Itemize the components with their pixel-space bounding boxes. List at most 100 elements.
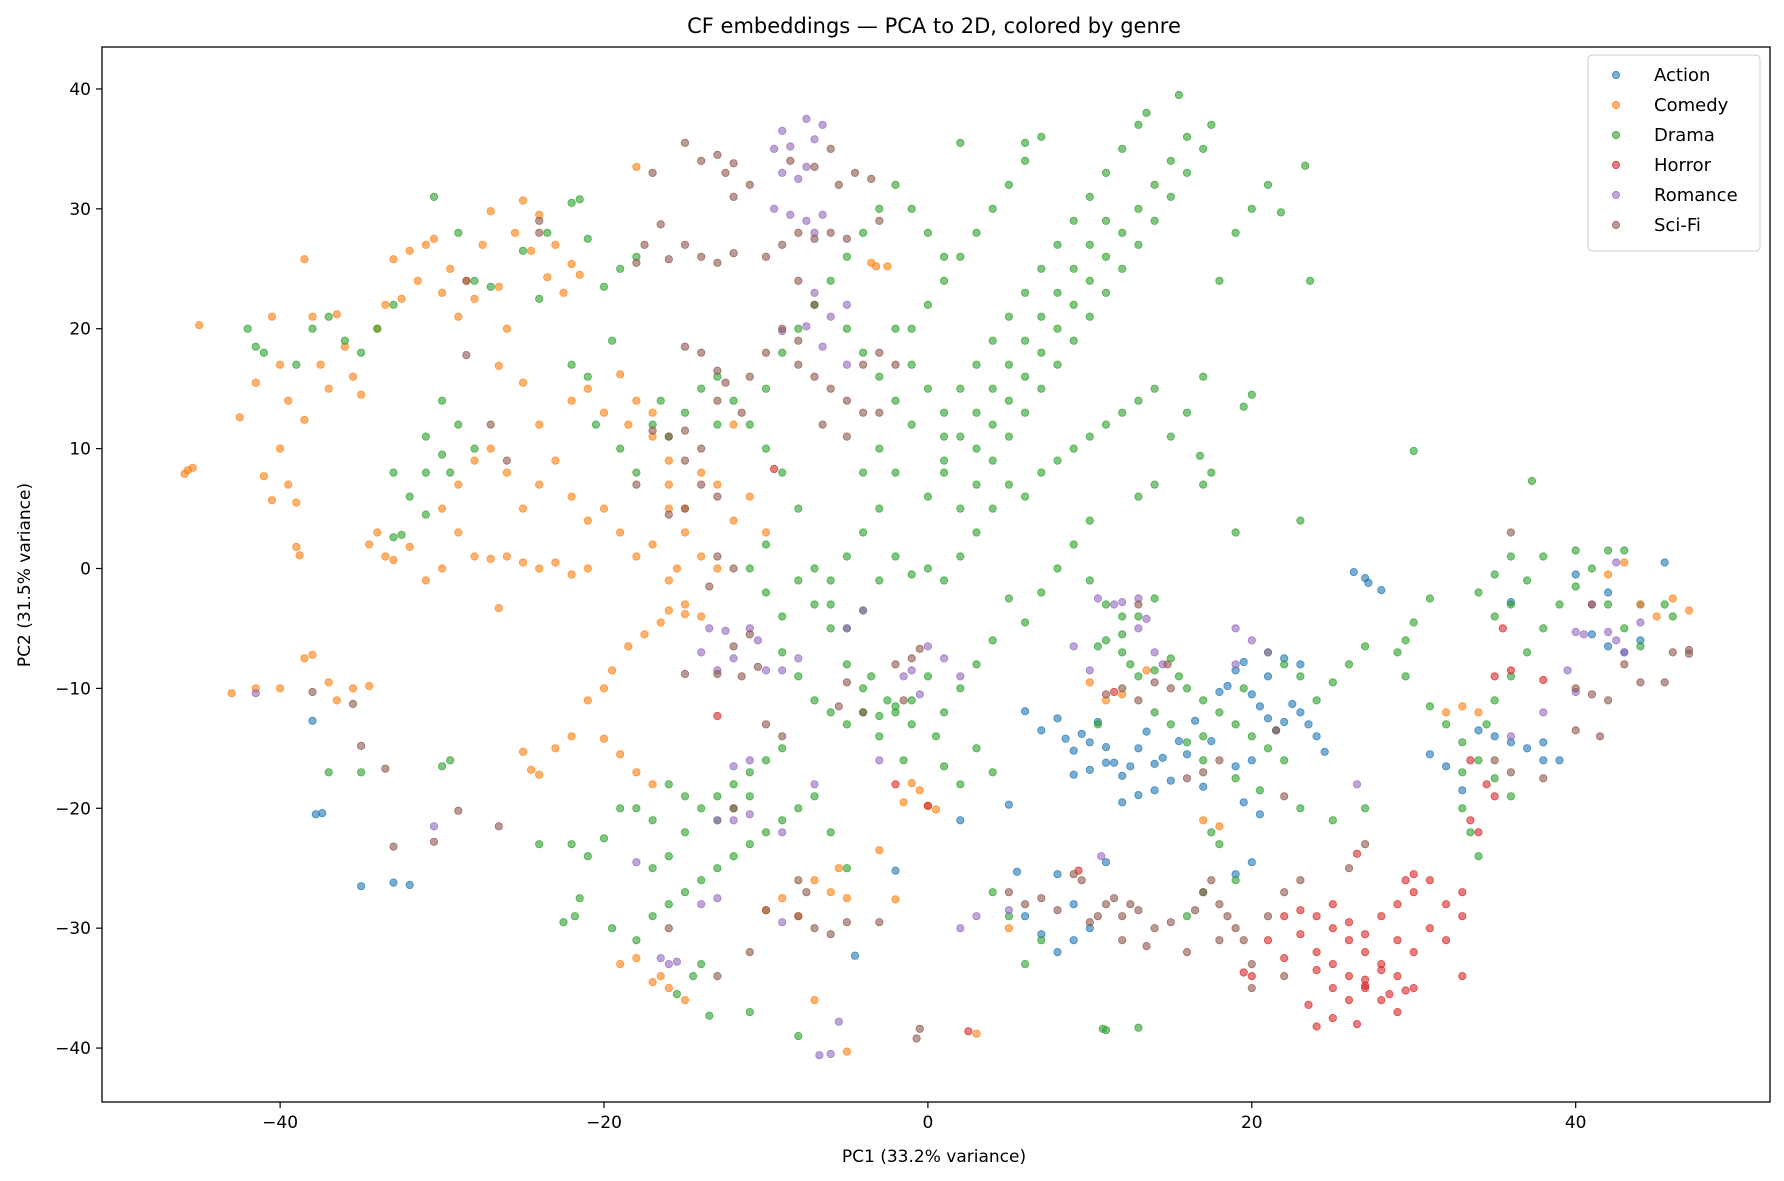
point-sci-fi (1077, 876, 1086, 885)
point-romance (1352, 780, 1362, 789)
point-sci-fi (1272, 726, 1281, 735)
point-drama (956, 780, 965, 789)
point-comedy (1652, 612, 1661, 621)
point-sci-fi (858, 360, 868, 369)
point-sci-fi (502, 456, 511, 465)
point-sci-fi (713, 552, 722, 561)
point-sci-fi (1280, 888, 1289, 897)
point-drama (1004, 480, 1014, 489)
point-comedy (778, 894, 787, 903)
point-drama (1174, 90, 1184, 100)
point-romance (1247, 636, 1256, 645)
point-drama (778, 648, 787, 657)
point-drama (907, 360, 916, 369)
point-drama (1020, 618, 1030, 627)
point-drama (988, 768, 997, 777)
point-horror (1296, 906, 1305, 915)
point-drama (713, 420, 722, 429)
point-action (1191, 716, 1200, 725)
point-romance (1612, 558, 1621, 567)
point-romance (1571, 627, 1580, 637)
point-romance (802, 216, 811, 225)
legend: Action Comedy Drama Horror Romance Sci-Fi (1587, 54, 1761, 252)
point-sci-fi (794, 336, 803, 345)
point-sci-fi (745, 630, 754, 639)
point-comedy (316, 360, 325, 369)
legend-label-romance: Romance (1654, 185, 1738, 206)
point-comedy (454, 528, 463, 537)
point-romance (656, 953, 665, 963)
point-sci-fi (875, 918, 884, 927)
point-drama (1101, 420, 1111, 429)
point-sci-fi (761, 906, 771, 915)
point-comedy (583, 696, 592, 705)
point-comedy (543, 273, 552, 282)
point-action (1364, 578, 1373, 588)
point-drama (826, 600, 835, 609)
point-drama (1312, 696, 1321, 705)
point-horror (1498, 624, 1507, 633)
point-drama (616, 444, 625, 453)
point-drama (1174, 672, 1184, 681)
point-sci-fi (1660, 678, 1669, 687)
point-drama (956, 384, 965, 393)
point-horror (1312, 912, 1321, 921)
point-comedy (188, 463, 197, 472)
point-sci-fi (826, 228, 835, 237)
point-sci-fi (1668, 648, 1677, 657)
legend-marker-horror (1611, 160, 1621, 170)
point-action (1215, 687, 1224, 697)
point-comedy (389, 255, 398, 264)
point-drama (956, 684, 965, 693)
point-sci-fi (1199, 888, 1208, 897)
point-drama (583, 852, 592, 861)
point-drama (1085, 516, 1094, 525)
legend-marker-romance (1611, 190, 1621, 200)
point-comedy (405, 246, 414, 255)
point-horror (1312, 947, 1321, 957)
point-sci-fi (1163, 660, 1172, 669)
point-drama (1037, 132, 1046, 141)
point-comedy (972, 1029, 981, 1038)
point-sci-fi (535, 228, 544, 237)
point-comedy (454, 480, 463, 489)
point-comedy (502, 324, 511, 333)
point-drama (761, 444, 771, 453)
point-romance (802, 322, 811, 331)
point-comedy (664, 480, 673, 489)
point-drama (1474, 588, 1483, 597)
point-sci-fi (1199, 768, 1208, 777)
point-drama (1020, 156, 1030, 165)
point-action (1101, 758, 1111, 767)
y-tick-label: 20 (69, 320, 91, 340)
point-drama (1425, 594, 1435, 603)
point-sci-fi (778, 324, 787, 333)
point-drama (607, 924, 617, 933)
point-romance (745, 756, 754, 765)
point-drama (1239, 684, 1248, 693)
legend-box (1587, 54, 1761, 252)
point-sci-fi (842, 396, 852, 405)
point-drama (1280, 660, 1289, 669)
point-sci-fi (867, 174, 876, 183)
point-drama (486, 282, 495, 291)
point-romance (1085, 666, 1094, 675)
point-comedy (648, 780, 657, 789)
point-drama (1506, 552, 1516, 561)
point-comedy (697, 612, 706, 621)
point-sci-fi (842, 918, 852, 927)
point-comedy (664, 606, 673, 615)
point-action (1587, 630, 1597, 639)
point-drama (1085, 192, 1094, 201)
point-drama (446, 468, 455, 477)
point-romance (745, 810, 754, 819)
point-romance (972, 912, 981, 921)
y-tick-label: −20 (55, 799, 91, 819)
point-drama (1182, 408, 1192, 417)
point-sci-fi (729, 804, 738, 813)
point-drama (761, 756, 771, 765)
point-romance (875, 756, 884, 765)
point-romance (907, 666, 916, 675)
point-drama (1053, 240, 1062, 249)
